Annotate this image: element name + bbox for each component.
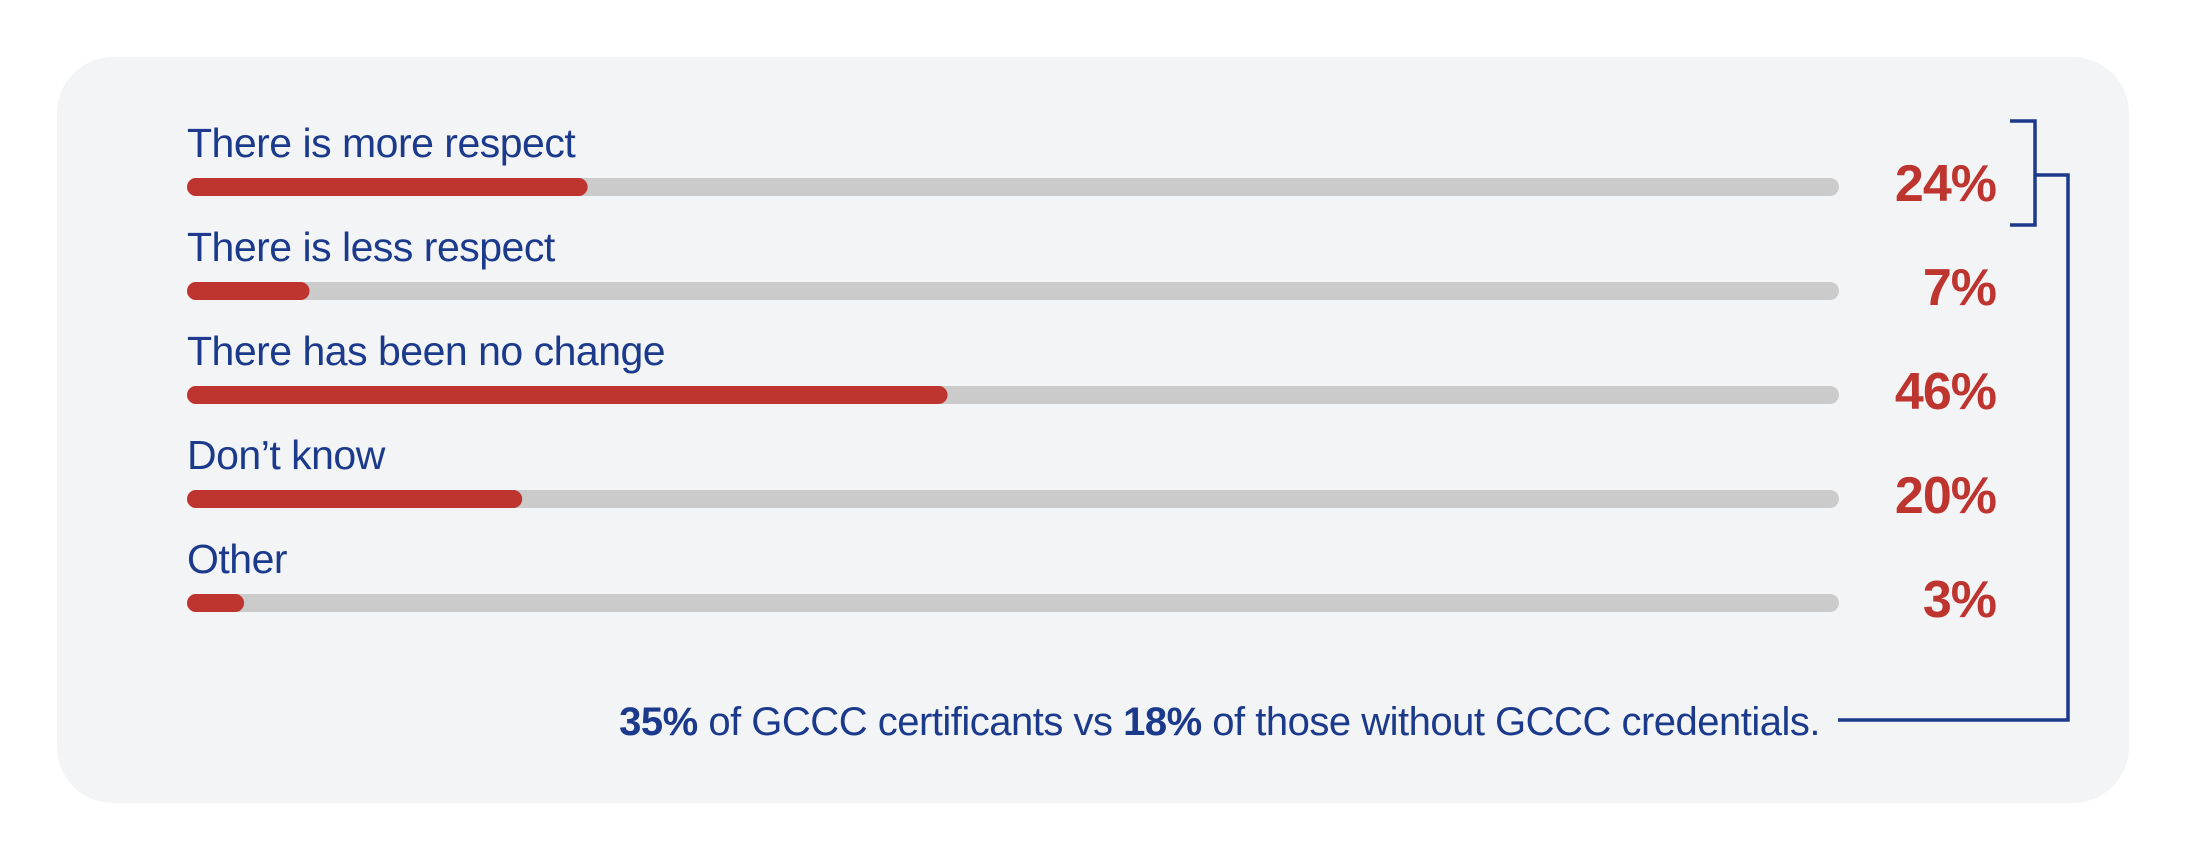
category-label: There is more respect <box>187 120 576 166</box>
value-label: 46% <box>1895 363 1996 421</box>
bar <box>187 282 310 300</box>
bar-track <box>187 282 1839 300</box>
bracket-leader-line <box>1838 173 2070 722</box>
category-label: There is less respect <box>187 224 556 270</box>
category-label: Other <box>187 536 287 582</box>
value-label: 24% <box>1895 155 1996 213</box>
annotation-bracket <box>1838 119 2070 722</box>
bracket-arm <box>2010 119 2037 227</box>
bar <box>187 178 588 196</box>
bar-rows: There is more respect 24% There is less re… <box>187 120 1997 629</box>
category-label: There has been no change <box>187 328 665 374</box>
annotation-segment: of those without GCCC credentials. <box>1202 700 1820 744</box>
value-label: 7% <box>1923 259 1996 317</box>
bar <box>187 490 523 508</box>
value-label: 3% <box>1923 571 1996 629</box>
bar-track <box>187 178 1839 196</box>
annotation-text: 35% of GCCC certificants vs 18% of those… <box>619 700 1820 744</box>
bar <box>187 386 948 404</box>
category-label: Don’t know <box>187 432 386 478</box>
annotation-highlight: 18% <box>1123 700 1202 744</box>
bar-track <box>187 594 1839 612</box>
bar-track <box>187 490 1839 508</box>
annotation-segment: of GCCC certificants vs <box>698 700 1123 744</box>
annotation-highlight: 35% <box>619 700 698 744</box>
value-label: 20% <box>1895 467 1996 525</box>
bar <box>187 594 245 612</box>
